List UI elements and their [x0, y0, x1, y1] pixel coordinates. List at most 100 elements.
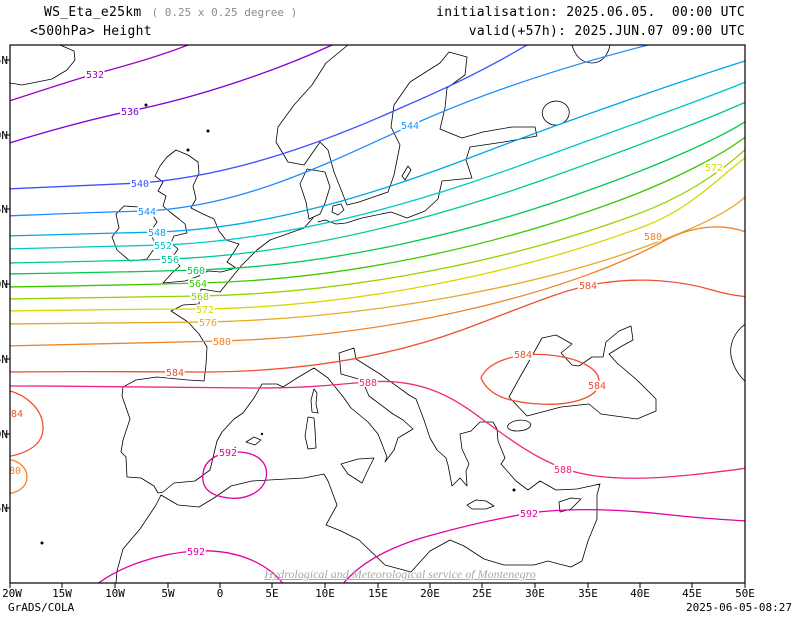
contour-label-584: 584: [166, 368, 184, 379]
map-area: 532 536 540 544 544 548 552 556 560 564 …: [3, 45, 745, 583]
contour-label-584-east: 584: [579, 281, 597, 292]
valid-time: valid(+57h): 2025.JUN.07 09:00 UTC: [468, 24, 745, 39]
contour-labels: 532 536 540 544 544 548 552 556 560 564 …: [3, 68, 725, 560]
contour-line-556: [10, 101, 745, 264]
coastline-sea-of-marmara: [507, 419, 532, 432]
coastline-corsica: [310, 388, 319, 414]
contour-line-552: [10, 81, 745, 250]
lat-label: 55N: [0, 203, 8, 216]
contour-label-560: 560: [187, 266, 205, 277]
lon-label: 30E: [525, 587, 545, 600]
contour-line-588: [10, 380, 745, 479]
lon-label: 10W: [105, 587, 125, 600]
contour-line-592: [342, 508, 745, 583]
lon-label: 5E: [265, 587, 278, 600]
field-title: <500hPa> Height: [30, 24, 152, 39]
contour-label-588: 588: [359, 378, 377, 389]
lon-label: 35E: [578, 587, 598, 600]
orkney-islands: [186, 148, 190, 152]
coastline-sicily: [340, 457, 375, 484]
creation-timestamp: 2025-06-05-08:27: [686, 601, 792, 614]
coastline-sardinia: [304, 416, 317, 450]
lon-label: 45E: [682, 587, 702, 600]
contour-line-544: [10, 45, 649, 217]
contour-label-572: 572: [196, 305, 214, 316]
contour-loop-584-aegean: [480, 353, 600, 405]
lon-label: 5W: [161, 587, 175, 600]
contour-line-560: [10, 121, 745, 275]
contour-label-592: 592: [520, 509, 538, 520]
contour-label-536: 536: [121, 107, 139, 118]
contour-label-576: 576: [199, 318, 217, 329]
contour-label-556: 556: [161, 255, 179, 266]
coastline-white-sea: [571, 45, 611, 64]
coastline-crete: [466, 499, 495, 510]
contour-label-572-east: 572: [705, 163, 723, 174]
model-name: WS_Eta_e25km: [44, 5, 142, 20]
lat-label: 65N: [0, 54, 8, 67]
coastline-black-sea: [508, 325, 657, 420]
ibiza-island: [233, 446, 237, 450]
contour-label-588-east: 588: [554, 465, 572, 476]
contour-label-532: 532: [86, 70, 104, 81]
contour-label-552: 552: [154, 241, 172, 252]
contour-label-580-cutoff: 580: [3, 466, 21, 477]
height-contours: [10, 45, 745, 583]
longitude-labels: 20W 15W 10W 5W 0 5E 10E 15E 20E 25E 30E …: [2, 587, 755, 600]
contour-loop-584-cutoff-low: [10, 390, 44, 457]
contour-loop-592-algeria: [202, 451, 268, 499]
contour-label-580-east: 580: [644, 232, 662, 243]
rhodes-island: [512, 488, 516, 492]
coastline-zealand: [331, 203, 345, 216]
contour-label-564: 564: [189, 279, 207, 290]
contour-line-572: [10, 157, 745, 312]
faroe-islands: [144, 103, 148, 107]
lon-label: 20W: [2, 587, 22, 600]
lat-label: 40N: [0, 428, 8, 441]
coastline-denmark: [299, 168, 331, 220]
coastlines: [10, 45, 745, 583]
contour-label-544-east: 544: [401, 121, 419, 132]
lat-label: 45N: [0, 353, 8, 366]
coastline-scandinavia-baltic: [275, 45, 538, 225]
contour-label-584-aegean-top: 584: [514, 350, 532, 361]
watermark: Hydrological and Meteorological service …: [264, 567, 536, 581]
contour-arc-592-sahara: [97, 550, 284, 583]
lon-label: 0: [217, 587, 224, 600]
grid-resolution: ( 0.25 x 0.25 degree ): [151, 6, 298, 19]
coastline-iceland: [10, 45, 76, 86]
shetland-islands: [206, 129, 210, 133]
lat-label: 35N: [0, 502, 8, 515]
contour-label-544: 544: [138, 207, 156, 218]
madeira-island: [40, 541, 44, 545]
contour-line-540: [10, 45, 528, 190]
lon-label: 15E: [368, 587, 388, 600]
contour-line-536: [10, 45, 333, 144]
coastline-ireland: [111, 205, 158, 262]
lon-label: 20E: [420, 587, 440, 600]
contour-line-548: [10, 60, 745, 237]
contour-label-592-algeria: 592: [219, 448, 237, 459]
coastline-lake-ladoga: [541, 100, 570, 126]
lon-label: 25E: [472, 587, 492, 600]
contour-label-584-aegean-right: 584: [588, 381, 606, 392]
lat-label: 60N: [0, 129, 8, 142]
contour-label-580: 580: [213, 337, 231, 348]
contour-line-564: [10, 136, 745, 288]
coastline-gotland: [401, 165, 412, 181]
contour-line-576: [10, 196, 745, 325]
coastline-caspian: [730, 323, 745, 382]
map-frame: [9, 44, 746, 584]
coastline-mallorca: [245, 436, 262, 446]
contour-label-548: 548: [148, 228, 166, 239]
lon-label: 10E: [315, 587, 335, 600]
initialisation-time: initialisation: 2025.06.05. 00:00 UTC: [436, 5, 745, 20]
contour-label-584-cutoff: 584: [5, 409, 23, 420]
grads-credit: GrADS/COLA: [8, 601, 75, 614]
latitude-labels: 65N 60N 55N 50N 45N 40N 35N: [0, 54, 8, 515]
lon-label: 40E: [630, 587, 650, 600]
coastline-great-britain: [154, 149, 240, 284]
contour-loop-580-cutoff-low: [10, 458, 28, 495]
